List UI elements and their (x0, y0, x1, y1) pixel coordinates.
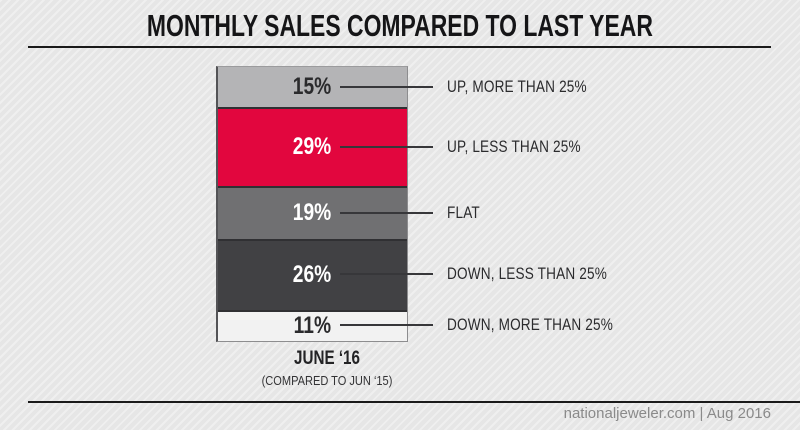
x-axis-caption: JUNE ‘16 (COMPARED TO JUN ‘15) (237, 348, 417, 388)
callout-line (340, 85, 433, 88)
callout-line (340, 323, 433, 326)
callout-label-down-more-25: DOWN, MORE THAN 25% (447, 314, 614, 334)
page-title: MONTHLY SALES COMPARED TO LAST YEAR (146, 8, 654, 43)
header: MONTHLY SALES COMPARED TO LAST YEAR (0, 8, 800, 44)
callout-label-flat: FLAT (447, 202, 480, 222)
callout-line (340, 211, 433, 214)
segment-value-label: 15% (293, 72, 332, 100)
callout-line (340, 145, 433, 148)
title-divider-line (28, 46, 771, 48)
stacked-bar: 15% 29% 19% 26% 11% (216, 66, 408, 342)
segment-value-label: 19% (293, 199, 332, 227)
comparison-label: (COMPARED TO JUN ‘15) (261, 373, 393, 388)
segment-value-label: 26% (293, 261, 332, 289)
callout-label-up-more-25: UP, MORE THAN 25% (447, 76, 587, 96)
segment-value-label: 11% (293, 312, 332, 340)
source-credit: nationaljeweler.com | Aug 2016 (563, 405, 771, 422)
period-label: JUNE ‘16 (294, 348, 360, 369)
footer-divider-line (28, 401, 800, 403)
callout-label-up-less-25: UP, LESS THAN 25% (447, 136, 581, 156)
callout-line (340, 273, 433, 276)
callout-label-down-less-25: DOWN, LESS THAN 25% (447, 264, 607, 284)
segment-value-label: 29% (293, 133, 332, 161)
